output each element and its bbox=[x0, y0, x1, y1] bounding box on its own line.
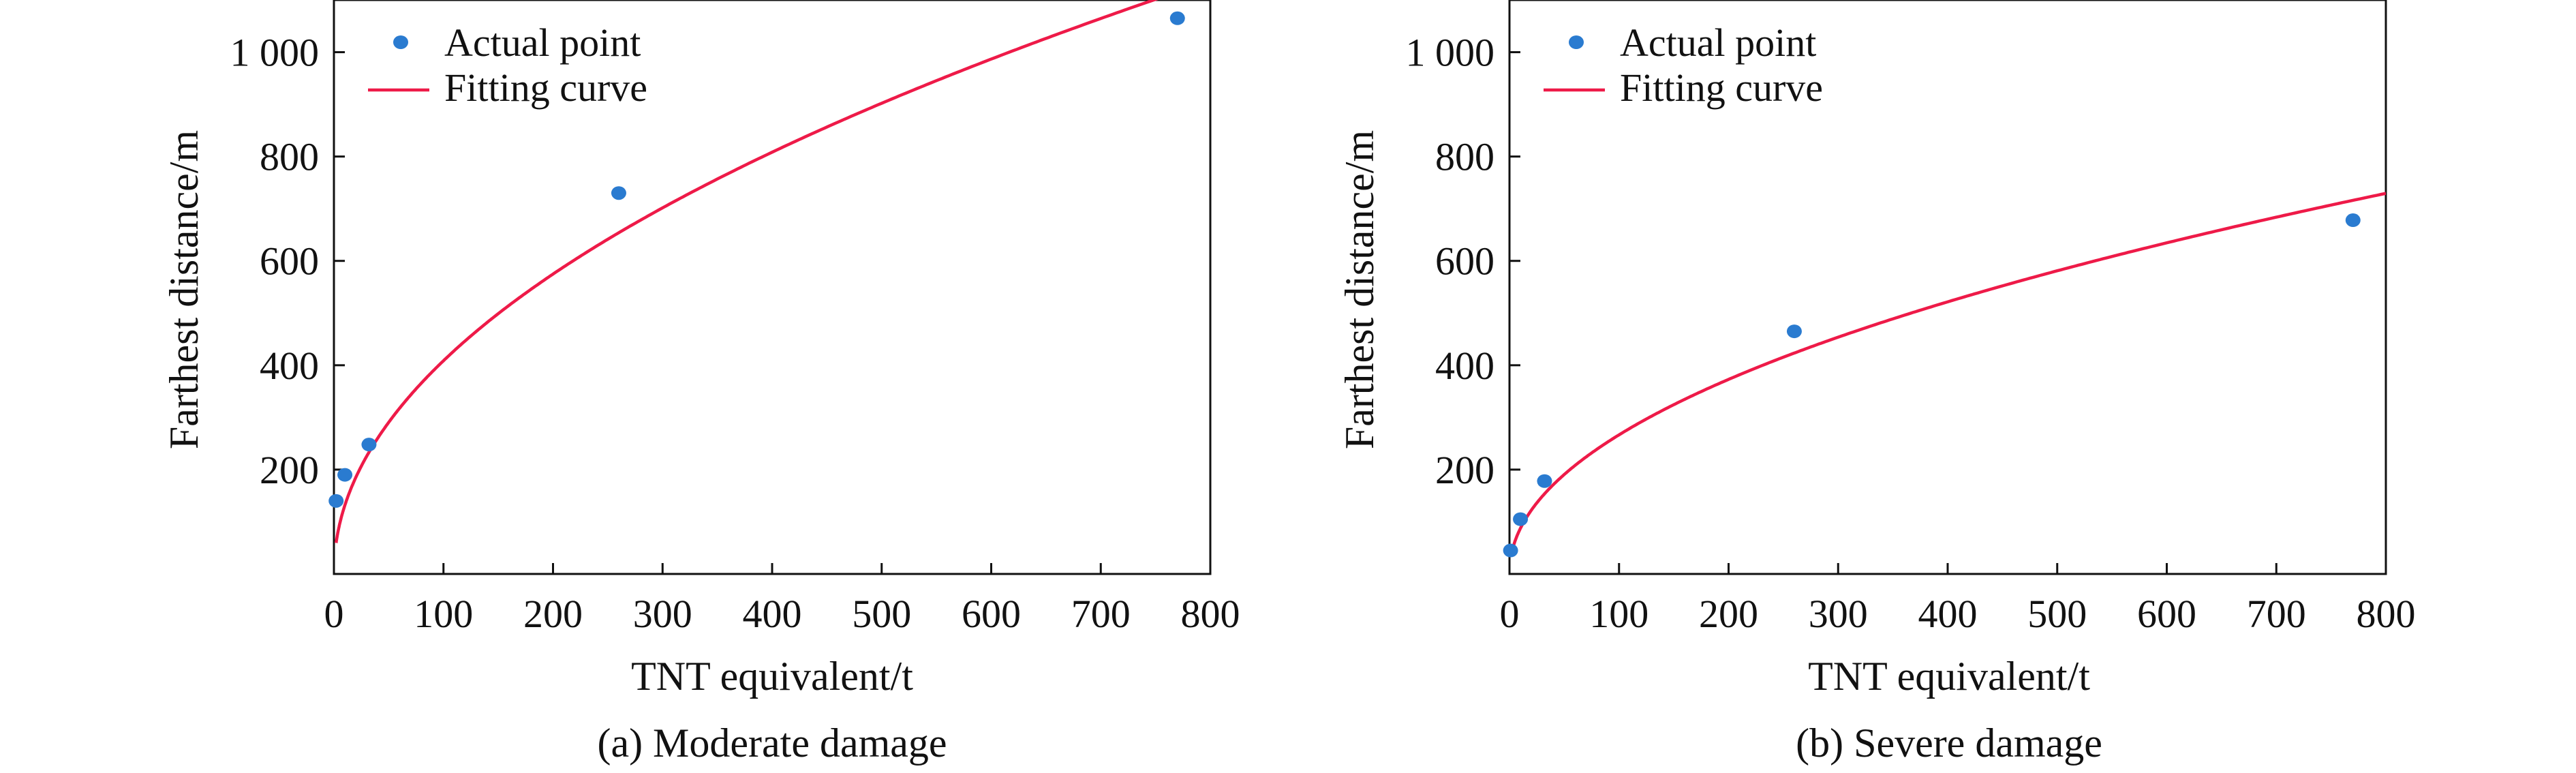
data-point bbox=[611, 186, 626, 200]
y-tick-label: 800 bbox=[260, 135, 319, 179]
panel-caption: (a) Moderate damage bbox=[597, 721, 947, 766]
x-tick-label: 100 bbox=[414, 592, 473, 636]
x-tick-label: 700 bbox=[1071, 592, 1131, 636]
y-tick-label: 400 bbox=[1435, 344, 1494, 388]
x-tick-label: 500 bbox=[852, 592, 911, 636]
y-tick-label: 400 bbox=[260, 344, 319, 388]
x-tick-label: 700 bbox=[2247, 592, 2306, 636]
legend-label-points: Actual point bbox=[444, 20, 641, 65]
x-tick-label: 400 bbox=[1918, 592, 1978, 636]
data-point bbox=[337, 468, 353, 482]
x-tick-label: 400 bbox=[743, 592, 802, 636]
x-tick-label: 300 bbox=[1809, 592, 1868, 636]
y-tick-label: 1 000 bbox=[230, 31, 320, 75]
x-tick-label: 600 bbox=[962, 592, 1021, 636]
y-axis-title: Farthest distance/m bbox=[1337, 130, 1382, 449]
x-axis-title: TNT equivalent/t bbox=[631, 654, 913, 699]
legend-point-symbol bbox=[1569, 35, 1584, 49]
legend-point-symbol bbox=[393, 35, 408, 49]
x-tick-label: 800 bbox=[2357, 592, 2416, 636]
data-point bbox=[1786, 324, 1802, 339]
x-tick-label: 500 bbox=[2027, 592, 2087, 636]
data-point bbox=[361, 438, 377, 452]
x-tick-label: 200 bbox=[523, 592, 583, 636]
legend-label-points: Actual point bbox=[1620, 20, 1816, 65]
x-tick-label: 800 bbox=[1181, 592, 1240, 636]
x-tick-label: 300 bbox=[633, 592, 692, 636]
y-tick-label: 200 bbox=[1435, 448, 1494, 492]
data-point bbox=[2345, 213, 2361, 228]
panel-severe-damage: (b) Severe damage TNT equivalent/t Farth… bbox=[1337, 0, 2416, 766]
y-tick-label: 200 bbox=[260, 448, 319, 492]
x-tick-label: 0 bbox=[324, 592, 344, 636]
data-point bbox=[328, 494, 344, 508]
y-tick-label: 800 bbox=[1435, 135, 1494, 179]
data-point bbox=[1503, 543, 1518, 558]
x-tick-label: 600 bbox=[2137, 592, 2196, 636]
y-tick-label: 600 bbox=[260, 239, 319, 284]
data-point bbox=[1537, 474, 1552, 488]
y-axis-title: Farthest distance/m bbox=[162, 130, 206, 449]
panel-caption: (b) Severe damage bbox=[1796, 721, 2102, 766]
x-tick-label: 100 bbox=[1589, 592, 1649, 636]
x-tick-label: 200 bbox=[1699, 592, 1758, 636]
y-tick-label: 1 000 bbox=[1406, 31, 1495, 75]
legend-label-curve: Fitting curve bbox=[444, 65, 647, 110]
y-tick-label: 600 bbox=[1435, 239, 1494, 284]
legend-label-curve: Fitting curve bbox=[1620, 65, 1823, 110]
fitting-curve bbox=[1509, 192, 2386, 554]
x-tick-label: 0 bbox=[1500, 592, 1520, 636]
fitting-curve bbox=[334, 0, 1159, 544]
x-axis-title: TNT equivalent/t bbox=[1808, 654, 2090, 699]
data-point bbox=[1169, 11, 1185, 25]
data-point bbox=[1513, 512, 1529, 526]
panel-moderate-damage: (a) Moderate damage TNT equivalent/t Far… bbox=[162, 0, 1240, 766]
